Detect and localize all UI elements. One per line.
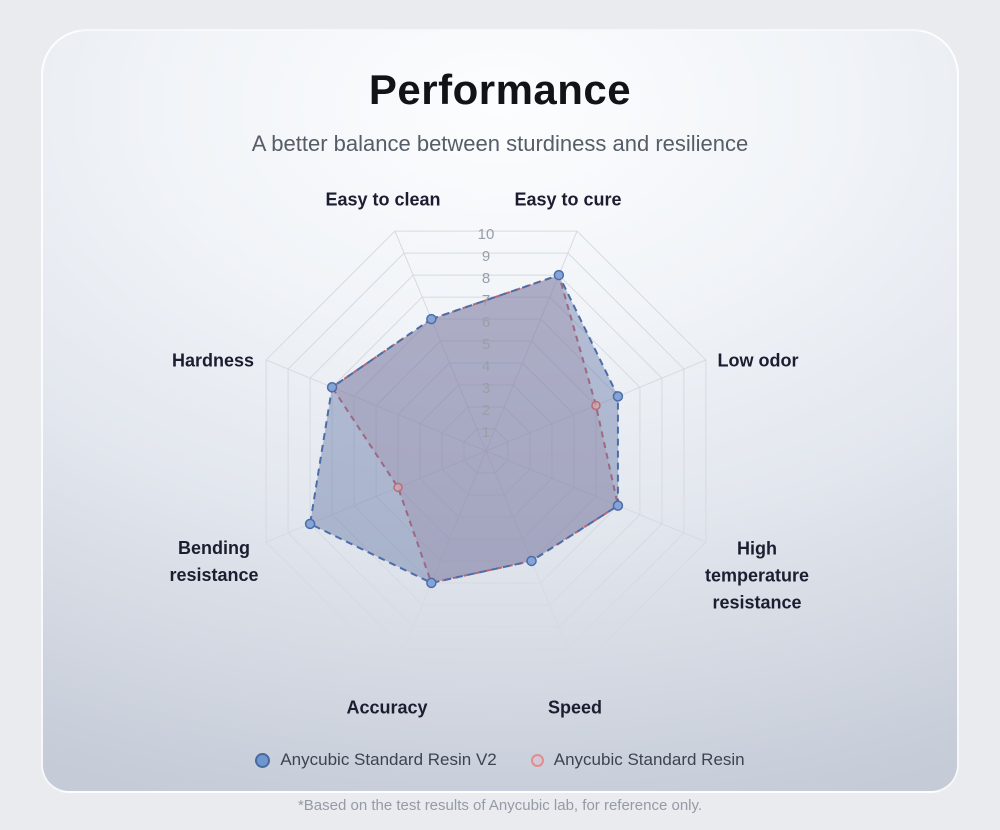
grid-spoke bbox=[485, 450, 707, 543]
tick-label: 5 bbox=[482, 336, 490, 353]
grid-spoke bbox=[265, 450, 487, 543]
page-title: Performance bbox=[368, 66, 632, 113]
radar-chart-area: 1 2 3 4 5 6 7 8 9 10 bbox=[186, 150, 786, 730]
series-0-point bbox=[526, 555, 537, 567]
card-panel bbox=[41, 29, 959, 793]
tick-label: 2 bbox=[482, 402, 490, 419]
tick-label: 7 bbox=[482, 292, 490, 309]
series-v1-marker-icon bbox=[530, 753, 544, 767]
legend-item-v1: Anycubic Standard Resin bbox=[530, 750, 745, 770]
axis-label-low-odor: Low odor bbox=[717, 350, 799, 371]
series-0-point bbox=[612, 500, 624, 511]
series-0-point bbox=[426, 577, 437, 589]
tick-label: 10 bbox=[478, 226, 495, 243]
grid-spoke bbox=[394, 230, 487, 452]
tick-label: 1 bbox=[482, 424, 490, 441]
axis-label-easy-to-cure: Easy to cure bbox=[514, 189, 622, 210]
series-1-point bbox=[591, 400, 601, 411]
series-0-point bbox=[612, 391, 624, 402]
tick-label: 8 bbox=[482, 270, 490, 287]
page-subtitle: A better balance between sturdiness and … bbox=[251, 131, 749, 156]
series-polygon-0 bbox=[309, 274, 619, 584]
series-v2-marker-icon bbox=[255, 752, 271, 768]
grid-spoke bbox=[265, 359, 487, 452]
axis-label-accuracy: Accuracy bbox=[346, 697, 428, 718]
radar-chart: 1 2 3 4 5 6 7 8 9 10 bbox=[265, 226, 707, 672]
legend: Anycubic Standard Resin V2 Anycubic Stan… bbox=[0, 750, 1000, 770]
series-0-point bbox=[304, 518, 316, 530]
legend-item-v2: Anycubic Standard Resin V2 bbox=[255, 750, 497, 770]
series-0-point bbox=[326, 381, 338, 393]
tick-label: 4 bbox=[482, 358, 490, 375]
tick-label: 6 bbox=[482, 314, 490, 331]
axis-label-high-temperature-resistance: High temperature resistance bbox=[704, 538, 810, 613]
grid-spoke bbox=[485, 230, 578, 452]
series-1-point bbox=[393, 482, 403, 493]
axis-label-hardness: Hardness bbox=[171, 350, 255, 371]
legend-label-v2: Anycubic Standard Resin V2 bbox=[280, 750, 497, 769]
axis-label-speed: Speed bbox=[547, 697, 603, 718]
axis-label-easy-to-clean: Easy to clean bbox=[325, 189, 441, 210]
series-0-point bbox=[426, 313, 437, 325]
footnote: *Based on the test results of Anycubic l… bbox=[297, 797, 703, 814]
tick-label: 3 bbox=[482, 380, 490, 397]
grid-spoke bbox=[394, 450, 487, 672]
axis-label-bending-resistance: Bending resistance bbox=[169, 538, 259, 585]
series-0-point bbox=[553, 269, 565, 281]
legend-label-v1: Anycubic Standard Resin bbox=[553, 750, 745, 769]
tick-label: 9 bbox=[482, 248, 490, 265]
